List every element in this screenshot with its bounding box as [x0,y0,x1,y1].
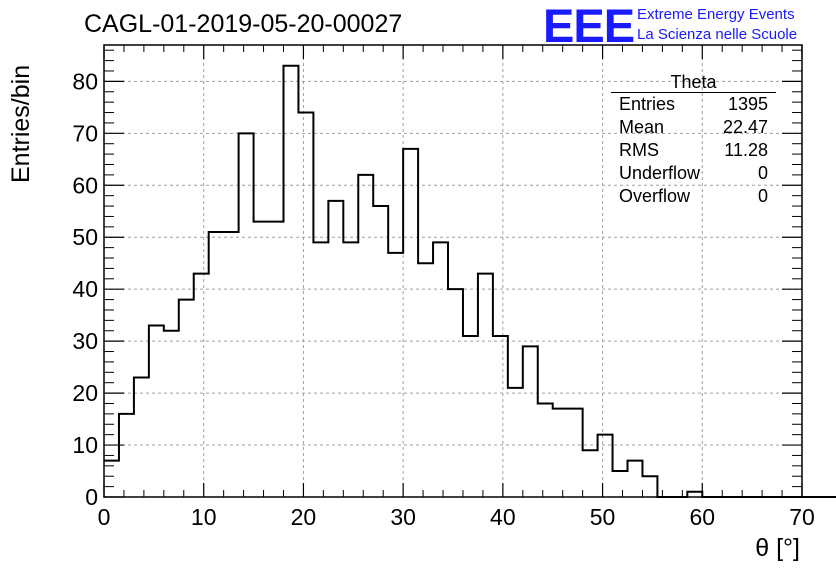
stats-title: Theta [611,72,776,93]
stats-value: 11.28 [724,140,768,160]
x-tick-label: 70 [789,504,815,530]
logo-line-2: La Scienza nelle Scuole [637,26,798,43]
x-tick-label: 30 [390,504,416,530]
stats-label: Overflow [619,186,691,206]
x-tick-label: 50 [590,504,616,530]
stats-row-underflow: Underflow 0 [611,162,776,185]
y-tick-label: 60 [72,172,98,198]
eee-logo: EEE Extreme Energy Events La Scienza nel… [543,0,833,52]
stats-value: 0 [757,186,768,206]
plot-frame [103,44,803,498]
stats-box: Theta Entries 1395 Mean 22.47 RMS 11.28 Und… [611,72,776,208]
y-tick-label: 10 [72,432,98,458]
logo-line-1: Extreme Energy Events [637,6,795,23]
stats-label: RMS [619,140,659,160]
x-tick-label: 10 [191,504,217,530]
tick-labels: 0 10 20 30 40 50 60 70 0 10 20 30 40 50 60 70 80 [72,68,814,530]
y-tick-label: 80 [72,68,98,94]
x-tick-label: 20 [291,504,317,530]
x-tick-label: 40 [490,504,516,530]
stats-label: Mean [619,117,665,137]
y-tick-label: 0 [85,484,98,510]
chart-title: CAGL-01-2019-05-20-00027 [84,10,403,38]
x-tick-label: 0 [98,504,111,530]
stats-label: Underflow [619,163,701,183]
y-tick-label: 20 [72,380,98,406]
stats-row-rms: RMS 11.28 [611,139,776,162]
x-tick-label: 60 [689,504,715,530]
stats-value: 22.47 [722,117,768,137]
y-tick-label: 30 [72,328,98,354]
y-tick-label: 50 [72,224,98,250]
y-tick-label: 70 [72,120,98,146]
stats-value: 1395 [727,94,768,114]
x-axis-label: θ [°] [755,534,800,562]
stats-row-mean: Mean 22.47 [611,116,776,139]
logo-mark: EEE [543,0,635,52]
y-tick-label: 40 [72,276,98,302]
stats-row-overflow: Overflow 0 [611,185,776,208]
stats-row-entries: Entries 1395 [611,93,776,116]
y-axis-label: Entries/bin [7,64,35,183]
axis-ticks [103,45,803,498]
stats-value: 0 [757,163,768,183]
stats-label: Entries [619,94,676,114]
